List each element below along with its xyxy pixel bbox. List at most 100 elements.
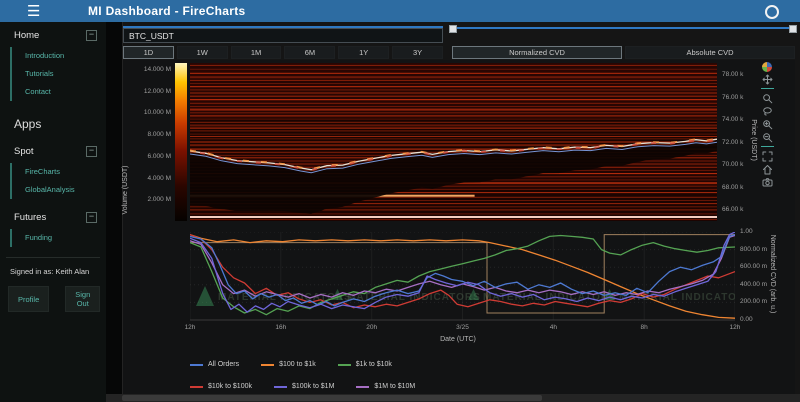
legend-label: $10k to $100k — [208, 383, 252, 390]
zoom-in-icon[interactable] — [761, 118, 774, 130]
legend-label: $100 to $1k — [279, 361, 316, 368]
zoom-out-icon[interactable] — [761, 131, 774, 143]
svg-text:MATERIAL INDICATORS: MATERIAL INDICATORS — [347, 292, 481, 303]
reset-icon[interactable] — [761, 163, 774, 175]
volume-tick: 10.000 M — [143, 109, 171, 117]
legend-label: $100k to $1M — [291, 383, 335, 390]
symbol-input[interactable] — [123, 28, 443, 43]
range-slider-handle-left[interactable] — [449, 25, 457, 33]
legend-row-1: All Orders $100 to $1k $1k to $10k — [190, 361, 392, 368]
sidebar-item-globalanalysis[interactable]: GlobalAnalysis — [25, 185, 75, 194]
symbol-accent-line — [123, 26, 443, 28]
timeframe-buttons: 1D 1W 1M 6M 1Y 3Y — [123, 46, 443, 59]
menu-icon[interactable]: ☰ — [27, 3, 41, 20]
plot-modebar — [757, 62, 777, 188]
volume-tick: 12.000 M — [143, 87, 171, 95]
timeframe-6m[interactable]: 6M — [284, 46, 336, 59]
legend-item-1m-to-10m[interactable]: $1M to $10M — [356, 383, 415, 390]
range-slider-handle-right[interactable] — [789, 25, 797, 33]
pan-icon[interactable] — [761, 73, 774, 85]
legend-item-100-to-1k[interactable]: $100 to $1k — [261, 361, 316, 368]
sidebar-section-home: Home − — [0, 22, 106, 46]
legend-swatch — [190, 363, 203, 366]
collapse-icon[interactable]: − — [86, 30, 97, 41]
cvd-mode-absolute-cvd[interactable]: Absolute CVD — [625, 46, 795, 59]
collapse-icon[interactable]: − — [86, 212, 97, 223]
timeframe-1w[interactable]: 1W — [176, 46, 228, 59]
cvd-tick: 400.00 m — [740, 280, 768, 288]
price-tick: 76.00 k — [722, 93, 744, 101]
horizontal-scrollbar-thumb[interactable] — [122, 395, 542, 401]
legend-item-1k-to-10k[interactable]: $1k to $10k — [337, 361, 392, 368]
sidebar-item-introduction[interactable]: Introduction — [25, 51, 65, 60]
cvd-axis-title: Normalized CVD (arb. u.) — [769, 234, 776, 314]
legend-swatch — [261, 363, 275, 366]
x-tick: 12h — [184, 324, 196, 331]
x-axis-title: Date (UTC) — [440, 336, 476, 343]
x-tick: 20h — [366, 324, 378, 331]
app-title: MI Dashboard - FireCharts — [88, 4, 246, 18]
x-tick: 4h — [549, 324, 557, 331]
autoscale-icon[interactable] — [761, 150, 774, 162]
top-bar: ☰ MI Dashboard - FireCharts — [0, 0, 800, 22]
price-tick: 78.00 k — [722, 71, 744, 78]
sidebar: Home − Introduction Tutorials Contact Apps Spo… — [0, 22, 106, 402]
cvd-mode-normalized-cvd[interactable]: Normalized CVD — [452, 46, 622, 59]
sidebar-item-funding[interactable]: Funding — [25, 233, 53, 242]
section-title: Spot — [14, 146, 34, 157]
volume-tick: 14.000 M — [143, 66, 171, 73]
sidebar-gutter — [106, 22, 122, 402]
sidebar-heading-apps: Apps — [14, 117, 42, 131]
account-circle-icon[interactable] — [765, 5, 779, 19]
legend-swatch — [356, 385, 370, 388]
legend-swatch — [190, 385, 203, 388]
svg-text:MATERIAL INDICATORS: MATERIAL INDICATORS — [218, 292, 352, 303]
camera-icon[interactable] — [761, 176, 774, 188]
modebar-separator — [760, 146, 774, 147]
x-tick: 12h — [729, 324, 741, 331]
timeframe-3y[interactable]: 3Y — [392, 46, 443, 59]
modebar-separator — [760, 88, 774, 89]
legend-item-100k-to-1m[interactable]: $100k to $1M — [273, 383, 335, 390]
legend-item-all-orders[interactable]: All Orders — [190, 361, 239, 368]
legend-item-10k-to-100k[interactable]: $10k to $100k — [190, 383, 252, 390]
collapse-icon[interactable]: − — [86, 146, 97, 157]
sidebar-items-spot: FireCharts GlobalAnalysis — [10, 163, 106, 199]
legend-label: All Orders — [208, 361, 240, 368]
sidebar-section-spot: Spot − — [0, 138, 106, 162]
sidebar-items-home: Introduction Tutorials Contact — [10, 47, 106, 101]
sign-out-button[interactable]: Sign Out — [65, 286, 101, 312]
volume-tick: 4.000 M — [147, 174, 172, 182]
cvd-tick: 600.00 m — [740, 263, 768, 271]
cvd-tick: 1.00 — [740, 228, 753, 235]
volume-tick: 2.000 M — [147, 196, 172, 204]
profile-button[interactable]: Profile — [8, 286, 50, 312]
price-tick: 70.00 k — [722, 161, 744, 169]
sidebar-items-futures: Funding — [10, 229, 106, 247]
volume-tick: 8.000 M — [147, 131, 172, 139]
sidebar-item-contact[interactable]: Contact — [25, 87, 51, 96]
timeframe-1d[interactable]: 1D — [123, 46, 174, 59]
timeframe-1y[interactable]: 1Y — [338, 46, 390, 59]
sidebar-item-firecharts[interactable]: FireCharts — [25, 167, 61, 176]
legend-label: $1M to $10M — [374, 383, 416, 390]
svg-text:MATERIAL INDICATORS: MATERIAL INDICATORS — [619, 292, 735, 303]
section-title: Home — [14, 30, 40, 41]
section-title: Futures — [14, 212, 47, 223]
timeframe-1m[interactable]: 1M — [230, 46, 282, 59]
zoom-icon[interactable] — [761, 92, 774, 104]
cvd-tick: 800.00 m — [740, 245, 768, 253]
volume-tick: 6.000 M — [147, 152, 172, 160]
legend-row-2: $10k to $100k $100k to $1M $1M to $10M — [190, 383, 415, 390]
plotly-logo-icon[interactable] — [762, 62, 772, 72]
svg-text:MATERIAL INDICATORS: MATERIAL INDICATORS — [483, 292, 617, 303]
price-heatmap-chart[interactable] — [190, 63, 717, 221]
x-tick: 16h — [275, 324, 287, 331]
account-buttons: Profile Sign Out — [0, 278, 106, 320]
range-slider-track[interactable] — [452, 27, 795, 29]
lasso-icon[interactable] — [761, 105, 774, 117]
sidebar-item-tutorials[interactable]: Tutorials — [25, 69, 54, 78]
legend-swatch — [273, 385, 287, 388]
